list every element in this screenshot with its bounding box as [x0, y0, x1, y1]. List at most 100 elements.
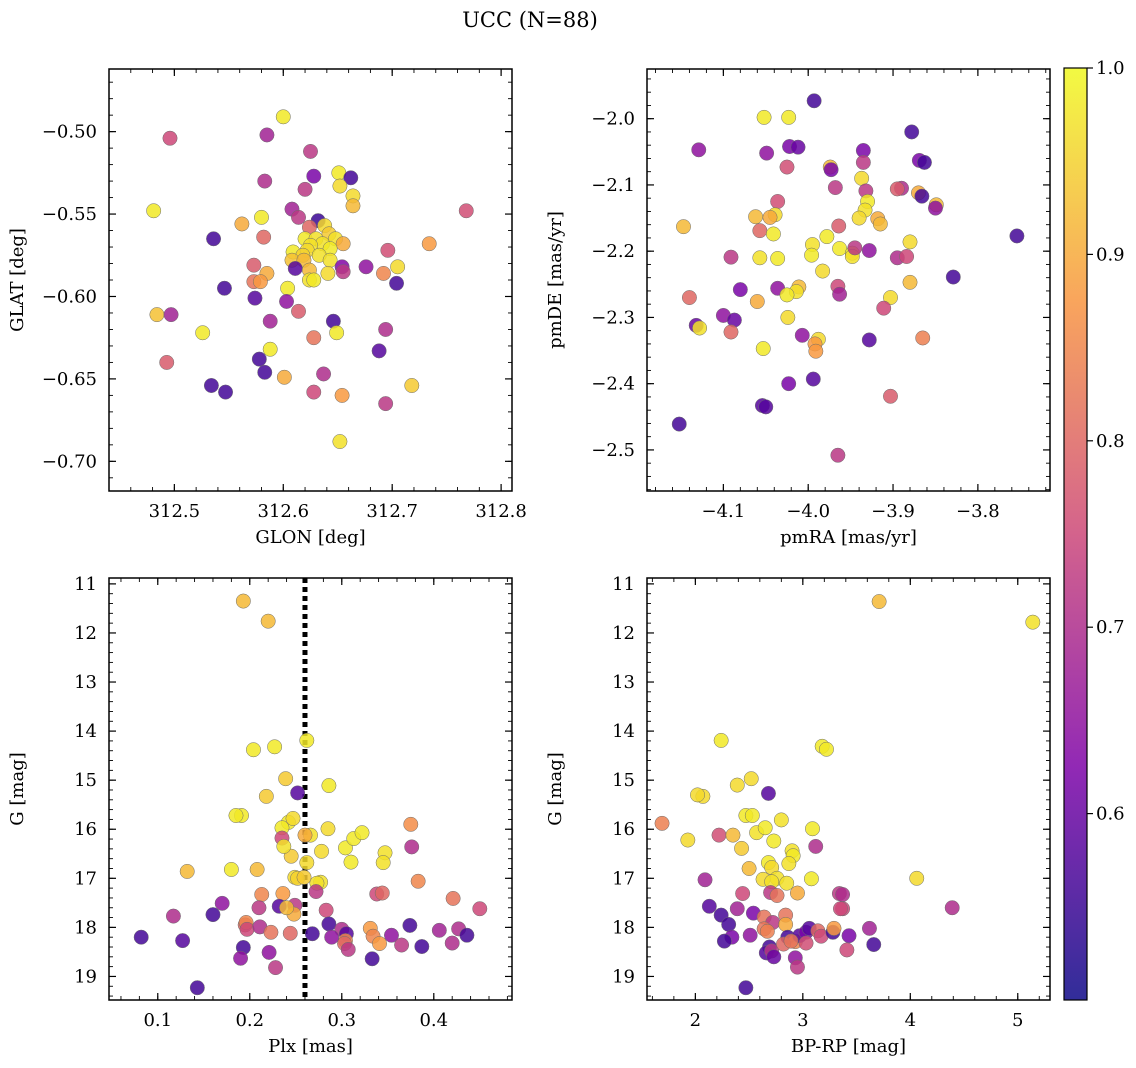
subplot-pmra-pmde: −4.1 −4.0 −3.9 −3.8 −2.5 −2.4 −2.3 −2.2 −2.1 −2.0… — [545, 68, 1051, 548]
data-point — [306, 272, 322, 288]
axes-frame — [646, 577, 1051, 1001]
data-point — [790, 959, 805, 975]
data-point — [680, 832, 696, 848]
data-point — [297, 181, 313, 197]
data-point — [261, 944, 277, 960]
data-point — [233, 950, 249, 966]
data-point — [770, 194, 786, 209]
y-tick-label: 13 — [612, 672, 635, 693]
data-point — [790, 139, 806, 155]
data-point — [749, 294, 765, 309]
data-point — [711, 827, 727, 843]
x-tick-label: −4.0 — [786, 501, 830, 522]
data-point — [380, 242, 396, 258]
y-tick-label: −2.4 — [591, 374, 635, 395]
data-point — [308, 884, 324, 900]
data-point — [217, 280, 232, 296]
data-point — [729, 777, 745, 793]
data-point — [762, 209, 778, 225]
x-axis-label: GLON [deg] — [255, 527, 365, 548]
data-point — [690, 787, 705, 803]
data-point — [808, 838, 824, 854]
data-point — [262, 313, 278, 329]
data-point — [247, 290, 263, 306]
data-point — [790, 885, 805, 901]
data-point — [723, 249, 739, 265]
x-tick-label: 2 — [690, 1010, 701, 1031]
data-point — [861, 332, 877, 348]
data-point — [654, 815, 670, 831]
data-point — [872, 216, 888, 232]
x-tick-label: 4 — [905, 1010, 916, 1031]
data-point — [691, 142, 707, 158]
data-point — [314, 843, 329, 859]
data-point — [159, 354, 175, 370]
data-point — [335, 236, 351, 252]
y-tick-label: −2.0 — [591, 109, 635, 130]
data-point — [290, 785, 306, 801]
data-point — [321, 778, 337, 794]
data-point — [832, 901, 848, 917]
data-point — [251, 900, 267, 916]
data-point — [332, 434, 348, 449]
colorbar-tick-label: 0.7 — [1096, 617, 1125, 638]
data-point — [928, 200, 943, 216]
data-point — [282, 925, 298, 941]
data-point — [394, 937, 410, 953]
data-point — [459, 927, 475, 943]
data-point — [757, 820, 773, 836]
data-point — [889, 181, 905, 197]
data-point — [902, 234, 918, 250]
data-point — [316, 366, 332, 382]
y-tick-label: −0.50 — [42, 122, 97, 143]
figure-title: UCC (N=88) — [462, 8, 598, 32]
data-point — [904, 124, 920, 140]
subplot-glon-glat: 312.5 312.6 312.7 312.8 −0.70 −0.65 −0.60 −0.55… — [7, 68, 527, 548]
data-point — [354, 825, 370, 841]
data-point — [259, 127, 275, 143]
data-point — [854, 170, 870, 186]
data-point — [752, 250, 768, 266]
data-point — [371, 343, 387, 359]
x-tick-label: 5 — [1012, 1010, 1023, 1031]
data-point — [861, 243, 877, 258]
data-point — [779, 159, 795, 175]
y-tick-label: 11 — [612, 574, 635, 595]
data-point — [847, 240, 863, 256]
data-point — [320, 265, 336, 281]
y-tick-label: 16 — [74, 819, 97, 840]
data-point — [723, 324, 739, 340]
data-point — [759, 923, 775, 939]
data-point — [743, 771, 759, 787]
data-point — [760, 785, 776, 801]
data-point — [257, 173, 273, 189]
data-point — [303, 143, 318, 159]
data-point — [334, 387, 350, 403]
axes-frame — [646, 68, 1051, 492]
x-tick-label: 0.2 — [235, 1010, 264, 1031]
y-tick-label: 18 — [74, 917, 97, 938]
colorbar-tick-label: 0.9 — [1096, 244, 1125, 265]
data-point — [732, 282, 748, 298]
data-point — [376, 265, 391, 281]
y-tick-label: −2.2 — [591, 241, 635, 262]
data-point — [390, 259, 406, 275]
data-point — [258, 788, 274, 804]
data-point — [855, 154, 871, 170]
y-tick-label: 17 — [612, 868, 635, 889]
data-point — [203, 378, 219, 393]
data-point — [915, 330, 931, 346]
data-point — [276, 369, 292, 385]
data-point — [299, 855, 315, 871]
data-point — [697, 872, 713, 888]
data-point — [773, 812, 789, 828]
data-point — [781, 856, 797, 872]
data-point — [839, 942, 855, 958]
data-point — [770, 251, 786, 266]
data-point — [251, 351, 267, 367]
data-point — [725, 827, 741, 843]
data-point — [916, 154, 932, 170]
data-point — [306, 384, 322, 400]
data-point — [778, 916, 794, 932]
x-tick-label: 312.6 — [258, 501, 310, 522]
